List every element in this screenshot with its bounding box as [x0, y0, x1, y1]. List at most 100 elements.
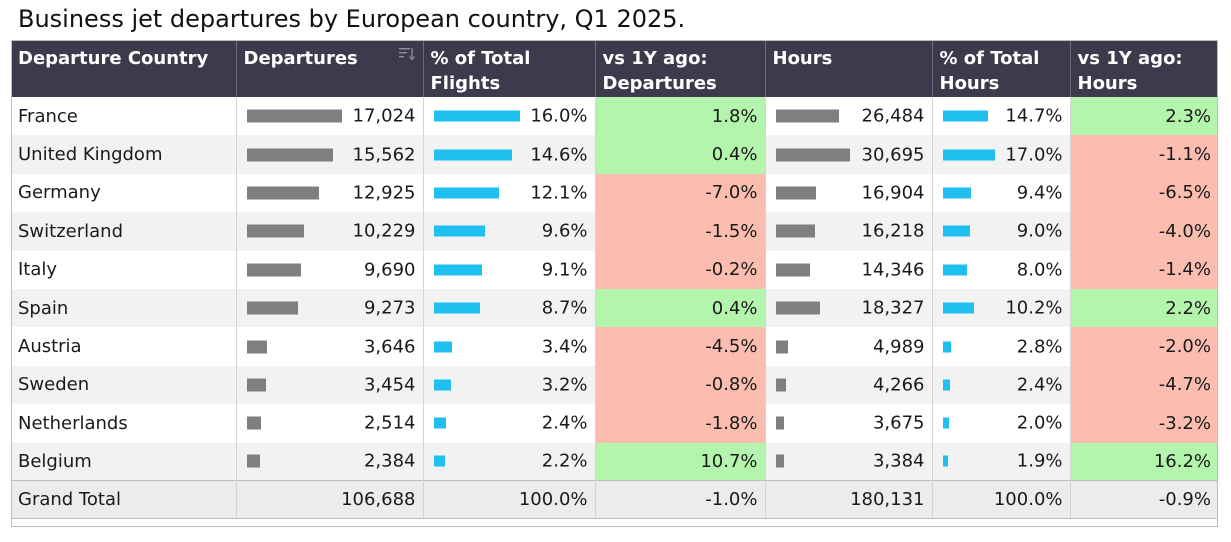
departures-cell: 17,024: [236, 97, 424, 136]
departures-cell: 10,229: [236, 212, 424, 251]
pct-hours-value: 2.0%: [1016, 412, 1063, 434]
departures-value: 10,229: [352, 220, 416, 242]
hours-value: 14,346: [861, 259, 925, 281]
pct-hours-cell: 17.0%: [932, 135, 1071, 174]
pct-hours-bar: [942, 417, 949, 429]
yoy-departures: 0.4%: [595, 288, 766, 328]
hours-value: 4,989: [872, 336, 925, 358]
departures-cell: 9,690: [236, 250, 424, 289]
pct-flights-bar: [433, 110, 520, 122]
header-label: Departure Country: [18, 48, 209, 69]
table-row: Spain 9,273 8.7% 0.4% 18,327 10.2% 2.2%: [11, 288, 1218, 328]
yoy-departures: 0.4%: [595, 135, 766, 174]
pct-hours-value: 8.0%: [1016, 259, 1063, 281]
country-name: Spain: [11, 288, 237, 328]
departures-value: 17,024: [352, 105, 416, 127]
country-name: Germany: [11, 173, 237, 213]
departures-cell: 3,454: [236, 365, 424, 405]
hours-bar: [775, 340, 788, 354]
yoy-departures: -0.2%: [595, 250, 766, 289]
departures-value: 9,690: [363, 259, 416, 281]
hours-cell: 3,384: [765, 442, 933, 481]
header-pct-total-hours[interactable]: % of Total Hours: [932, 40, 1071, 97]
pct-flights-cell: 9.6%: [423, 212, 596, 251]
yoy-hours: 2.3%: [1070, 97, 1218, 136]
chart-title: Business jet departures by European coun…: [18, 5, 686, 33]
header-label: Departures: [243, 48, 358, 69]
hours-bar: [775, 263, 811, 277]
yoy-hours: -2.0%: [1070, 327, 1218, 366]
country-name: Belgium: [11, 442, 237, 481]
yoy-departures: -4.5%: [595, 327, 766, 366]
hours-value: 4,266: [872, 374, 925, 396]
header-yoy-departures[interactable]: vs 1Y ago: Departures: [595, 40, 766, 97]
yoy-hours: 16.2%: [1070, 442, 1218, 481]
pct-hours-bar: [942, 225, 970, 237]
pct-flights-value: 2.4%: [541, 412, 588, 434]
hours-value: 18,327: [861, 297, 925, 319]
header-label-line2: Hours: [939, 73, 1000, 94]
hours-value: 26,484: [861, 105, 925, 127]
hours-value: 16,218: [861, 220, 925, 242]
departures-value: 3,454: [363, 374, 416, 396]
header-departure-country[interactable]: Departure Country: [11, 40, 237, 97]
pct-hours-bar: [942, 341, 952, 353]
departures-bar: [246, 148, 334, 162]
pct-hours-bar: [942, 110, 988, 122]
pct-flights-cell: 14.6%: [423, 135, 596, 174]
pct-hours-bar: [942, 187, 972, 199]
pct-flights-value: 12.1%: [530, 182, 588, 204]
table-row: Austria 3,646 3.4% -4.5% 4,989 2.8% -2.0%: [11, 327, 1218, 366]
departures-value: 2,384: [363, 450, 416, 472]
yoy-departures: 1.8%: [595, 97, 766, 136]
pct-hours-cell: 14.7%: [932, 97, 1071, 136]
hours-bar: [775, 301, 820, 315]
pct-flights-cell: 3.4%: [423, 327, 596, 366]
header-label-line1: vs 1Y ago:: [1077, 48, 1183, 69]
table-row: Germany 12,925 12.1% -7.0% 16,904 9.4% -6.5%: [11, 173, 1218, 213]
header-label-line1: vs 1Y ago:: [602, 48, 708, 69]
pct-hours-bar: [942, 379, 950, 391]
hours-cell: 4,266: [765, 365, 933, 405]
pct-hours-value: 2.4%: [1016, 374, 1063, 396]
header-pct-total-flights[interactable]: % of Total Flights: [423, 40, 596, 97]
country-name: Sweden: [11, 365, 237, 405]
hours-bar: [775, 416, 785, 430]
header-departures[interactable]: Departures: [236, 40, 424, 97]
yoy-departures: -0.8%: [595, 365, 766, 405]
pct-hours-value: 17.0%: [1005, 144, 1063, 166]
hours-cell: 4,989: [765, 327, 933, 366]
header-hours[interactable]: Hours: [765, 40, 933, 97]
table-row: France 17,024 16.0% 1.8% 26,484 14.7% 2.3%: [11, 97, 1218, 136]
pct-flights-cell: 9.1%: [423, 250, 596, 289]
table-row: Italy 9,690 9.1% -0.2% 14,346 8.0% -1.4%: [11, 250, 1218, 289]
pct-flights-cell: 12.1%: [423, 173, 596, 213]
pct-hours-cell: 10.2%: [932, 288, 1071, 328]
pct-hours-cell: 2.8%: [932, 327, 1071, 366]
pct-flights-cell: 2.2%: [423, 442, 596, 481]
pct-flights-value: 9.6%: [541, 220, 588, 242]
table-row: Sweden 3,454 3.2% -0.8% 4,266 2.4% -4.7%: [11, 365, 1218, 405]
hours-bar: [775, 109, 840, 123]
pct-flights-value: 14.6%: [530, 144, 588, 166]
header-label-line1: % of Total: [430, 48, 531, 69]
pct-hours-cell: 8.0%: [932, 250, 1071, 289]
table-row: Belgium 2,384 2.2% 10.7% 3,384 1.9% 16.2%: [11, 442, 1218, 481]
sort-descending-icon[interactable]: [398, 47, 415, 61]
total-pct-hours: 100.0%: [932, 480, 1071, 520]
header-yoy-hours[interactable]: vs 1Y ago: Hours: [1070, 40, 1218, 97]
pct-flights-value: 16.0%: [530, 105, 588, 127]
pct-flights-bar: [433, 187, 499, 199]
country-name: United Kingdom: [11, 135, 237, 174]
pct-flights-value: 3.4%: [541, 336, 588, 358]
total-hours: 180,131: [765, 480, 933, 520]
yoy-hours: -4.0%: [1070, 212, 1218, 251]
hours-bar: [775, 148, 850, 162]
yoy-hours: -1.4%: [1070, 250, 1218, 289]
pct-flights-bar: [433, 264, 483, 276]
pct-hours-value: 10.2%: [1005, 297, 1063, 319]
departures-cell: 15,562: [236, 135, 424, 174]
table-row: United Kingdom 15,562 14.6% 0.4% 30,695 17.0%…: [11, 135, 1218, 174]
yoy-hours: 2.2%: [1070, 288, 1218, 328]
hours-cell: 30,695: [765, 135, 933, 174]
